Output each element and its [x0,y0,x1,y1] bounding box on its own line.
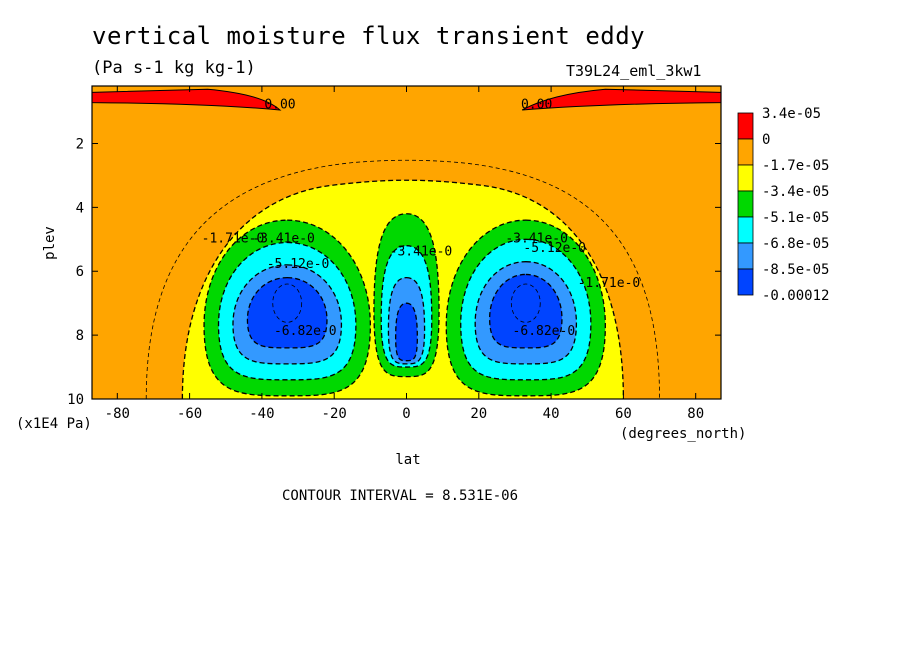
colorbar-label: 3.4e-05 [762,106,821,122]
run-label: T39L24_eml_3kw1 [566,62,702,80]
contour-label: 0.00 [264,97,295,112]
colorbar-swatch [737,164,754,192]
contour-outer [145,159,660,399]
contour-north-core [510,283,541,323]
colorbar-swatch [737,216,754,244]
contour-equator-0 [373,213,440,378]
colorbar-swatch [737,190,754,218]
colorbar-label: 0 [762,132,770,148]
contour-south-2 [232,264,343,365]
x-tick-label: -80 [105,406,130,422]
colorbar-label: -1.7e-05 [762,158,829,174]
y-tick-label: 8 [76,328,84,344]
x-tick-label: -40 [249,406,274,422]
colorbar-swatch [737,242,754,270]
colorbar-label: -5.1e-05 [762,210,829,226]
contour-level-1 [181,179,625,399]
y-tick-label: 2 [76,136,84,152]
contour-label: -3.41e-0 [505,232,568,247]
x-tick-label: 0 [402,406,410,422]
contour-north-2 [474,261,578,365]
colorbar-label: -8.5e-05 [762,262,829,278]
colorbar: 3.4e-05 0 -1.7e-05 -3.4e-05 -5.1e-05 -6.8e-05… [737,106,829,304]
positive-band-north [521,88,721,111]
x-tick-label: -60 [177,406,202,422]
lobe-south-level-6 [247,277,327,348]
chart-title: vertical moisture flux transient eddy [92,22,646,50]
contour-equator-2 [387,276,426,365]
colorbar-swatch [737,112,754,140]
colorbar-label: -6.8e-05 [762,236,829,252]
y-axis-label: plev [42,226,58,260]
contour-label: -1.71e-0 [578,276,641,291]
x-tick-label: -20 [322,406,347,422]
y-tick-label: 6 [76,264,84,280]
lobe-north-level-6 [489,274,562,348]
y-tick-label: 4 [76,200,84,216]
contour-label: -5.12e-0 [267,257,330,272]
x-tick-label: 20 [470,406,487,422]
contour-label: 0.00 [521,97,552,112]
contour-south-0 [203,219,372,397]
x-tick-label: 40 [543,406,560,422]
contour-south-core [272,283,303,323]
positive-band-south [92,88,282,111]
contour-north-1 [460,238,592,381]
chart-units: (Pa s-1 kg kg-1) [92,58,256,78]
column-equator-level-6 [395,303,418,361]
x-axis-label: lat [395,452,420,468]
contour-equator-1 [380,245,433,368]
colorbar-label: -3.4e-05 [762,184,829,200]
x-tick-label: 60 [615,406,632,422]
filled-contours [92,86,721,399]
y-tick-label: 10 [67,392,84,408]
contour-south-1 [217,241,357,381]
contour-north-3 [488,273,563,349]
colorbar-label: -0.00012 [762,288,829,304]
contour-lines [145,159,660,399]
colorbar-swatch [737,268,754,296]
contour-labels: 0.00 0.00-1.71e-0-3.41e-0-5.12e-0-6.82e-0… [202,97,641,339]
contour-label: -3.41e-0 [252,232,315,247]
colorbar-swatch [737,138,754,166]
contour-label: -6.82e-0 [513,324,576,339]
contour-label: -5.12e-0 [523,241,586,256]
contour-equator-3 [395,302,418,362]
x-tick-label: 80 [687,406,704,422]
contour-interval: CONTOUR INTERVAL = 8.531E-06 [282,488,519,504]
contour-south-3 [246,276,328,349]
y-axis-units: (x1E4 Pa) [16,416,92,432]
contour-label: -1.71e-0 [202,232,265,247]
axes: -80 -60 -40 -20 0 20 40 60 80 2 4 6 8 10 [67,86,721,422]
contour-north-0 [445,219,606,397]
contour-label: -3.41e-0 [390,244,453,259]
contour-label: -6.82e-0 [274,324,337,339]
x-axis-units: (degrees_north) [620,426,746,442]
